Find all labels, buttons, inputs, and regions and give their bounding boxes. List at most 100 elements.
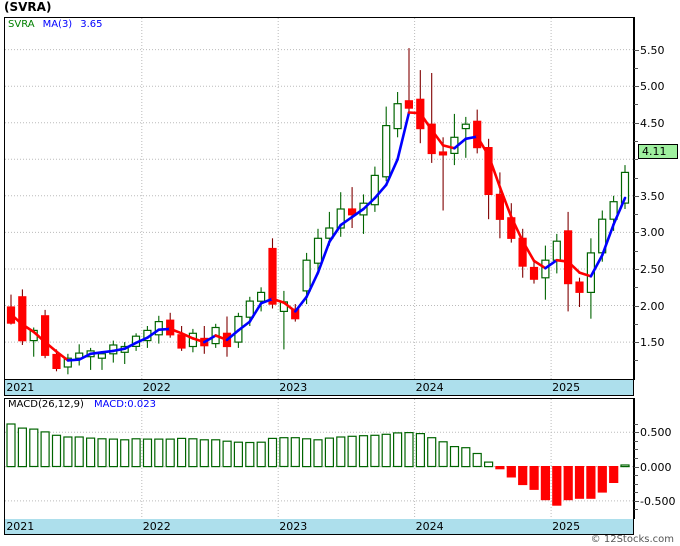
price-tick [634,135,680,148]
tick-mark [634,214,638,216]
tick-mark [634,323,638,325]
macd-tick [634,452,680,465]
date-axis-label: 2023 [279,381,308,394]
price-tick: 3.00 [634,226,680,239]
tick-mark [634,104,638,106]
tick-mark [634,466,639,468]
macd-chart-panel[interactable]: MACD(26,12,9) MACD:0.023 [4,398,634,519]
price-axis: 5.50 5.00 4.50 3.50 3.00 2.50 2.00 1.50 4.11 [634,17,680,380]
price-tick: 2.50 [634,263,680,276]
tick-mark [634,492,638,494]
macd-plot-svg [5,399,633,519]
price-chart-panel[interactable]: SVRA MA(3) 3.65 [4,17,634,380]
tick-mark [634,457,638,459]
price-tick: 5.00 [634,80,680,93]
price-tick-label: 5.00 [640,80,665,94]
tick-mark [634,509,638,511]
macd-tick: 0.500 [634,426,680,439]
tick-mark [634,159,638,161]
title-bar: (SVRA) [0,0,680,16]
tick-mark [634,423,638,425]
price-legend: SVRA MA(3) 3.65 [8,19,102,31]
tick-mark [634,250,638,252]
price-tick [634,98,680,111]
macd-tick-label: -0.500 [640,494,676,508]
price-tick: 3.50 [634,190,680,203]
tick-mark [634,49,639,51]
legend-ma-value: 3.65 [80,19,103,30]
price-tick [634,172,680,185]
macd-tick: 0.000 [634,461,680,474]
tick-mark [634,86,639,88]
price-axis-line [634,17,635,380]
tick-mark [634,195,639,197]
date-axis-label: 2023 [279,520,308,533]
tick-mark [634,440,638,442]
price-tick-label: 2.50 [640,262,665,276]
tick-mark [634,500,639,502]
price-tick: 4.50 [634,117,680,130]
price-tick [634,245,680,258]
price-tick-label: 3.00 [640,226,665,240]
date-axis-label: 2024 [415,520,444,533]
macd-value-label: MACD:0.023 [93,399,156,410]
tick-mark [634,177,638,179]
tick-mark [634,305,639,307]
last-price-badge: 4.11 [638,144,678,160]
date-axis-label: 2022 [142,381,171,394]
price-tick [634,208,680,221]
macd-tick [634,478,680,491]
macd-tick [634,486,680,499]
tick-mark [634,67,638,69]
tick-mark [634,342,639,344]
price-tick [634,153,680,166]
price-plot-svg [5,18,633,379]
date-axis-label: 2021 [6,381,35,394]
price-tick-label: 1.50 [640,336,665,350]
price-tick-label: 3.50 [640,189,665,203]
macd-tick [634,418,680,431]
tick-mark [634,360,638,362]
date-axis-label: 2022 [142,520,171,533]
macd-tick: -0.500 [634,495,680,508]
macd-axis: 0.500 0.000 -0.500 [634,398,680,519]
footer: © 12Stocks.com [0,534,680,546]
price-tick [634,354,680,367]
legend-symbol: SVRA [8,19,35,30]
macd-legend: MACD(26,12,9) MACD:0.023 [8,399,156,411]
price-tick: 5.50 [634,44,680,57]
tick-mark [634,268,639,270]
copyright-notice: © 12Stocks.com [590,534,674,545]
price-tick-label: 4.50 [640,116,665,130]
macd-tick-label: 0.500 [640,426,672,440]
tick-mark [634,449,638,451]
macd-tick [634,443,680,456]
tick-mark [634,122,639,124]
date-axis-upper: 2021 2022 2023 2024 2025 [4,380,634,396]
tick-mark [634,483,638,485]
price-tick [634,62,680,75]
macd-name-label: MACD(26,12,9) [8,399,84,410]
date-axis-label: 2024 [415,381,444,394]
page-title: (SVRA) [4,0,52,14]
legend-ma-label: MA(3) [42,19,73,30]
tick-mark [634,287,638,289]
price-tick [634,318,680,331]
price-tick-label: 2.00 [640,299,665,313]
tick-mark [634,232,639,234]
macd-tick [634,435,680,448]
date-axis-lower: 2021 2022 2023 2024 2025 [4,519,634,535]
macd-tick-label: 0.000 [640,460,672,474]
tick-mark [634,475,638,477]
tick-mark [634,432,639,434]
tick-mark [634,141,638,142]
price-tick: 1.50 [634,336,680,349]
macd-tick [634,503,680,516]
date-axis-label: 2025 [552,520,581,533]
price-tick [634,281,680,294]
macd-tick [634,469,680,482]
price-tick-label: 5.50 [640,43,665,57]
date-axis-label: 2025 [552,381,581,394]
price-tick: 2.00 [634,300,680,313]
